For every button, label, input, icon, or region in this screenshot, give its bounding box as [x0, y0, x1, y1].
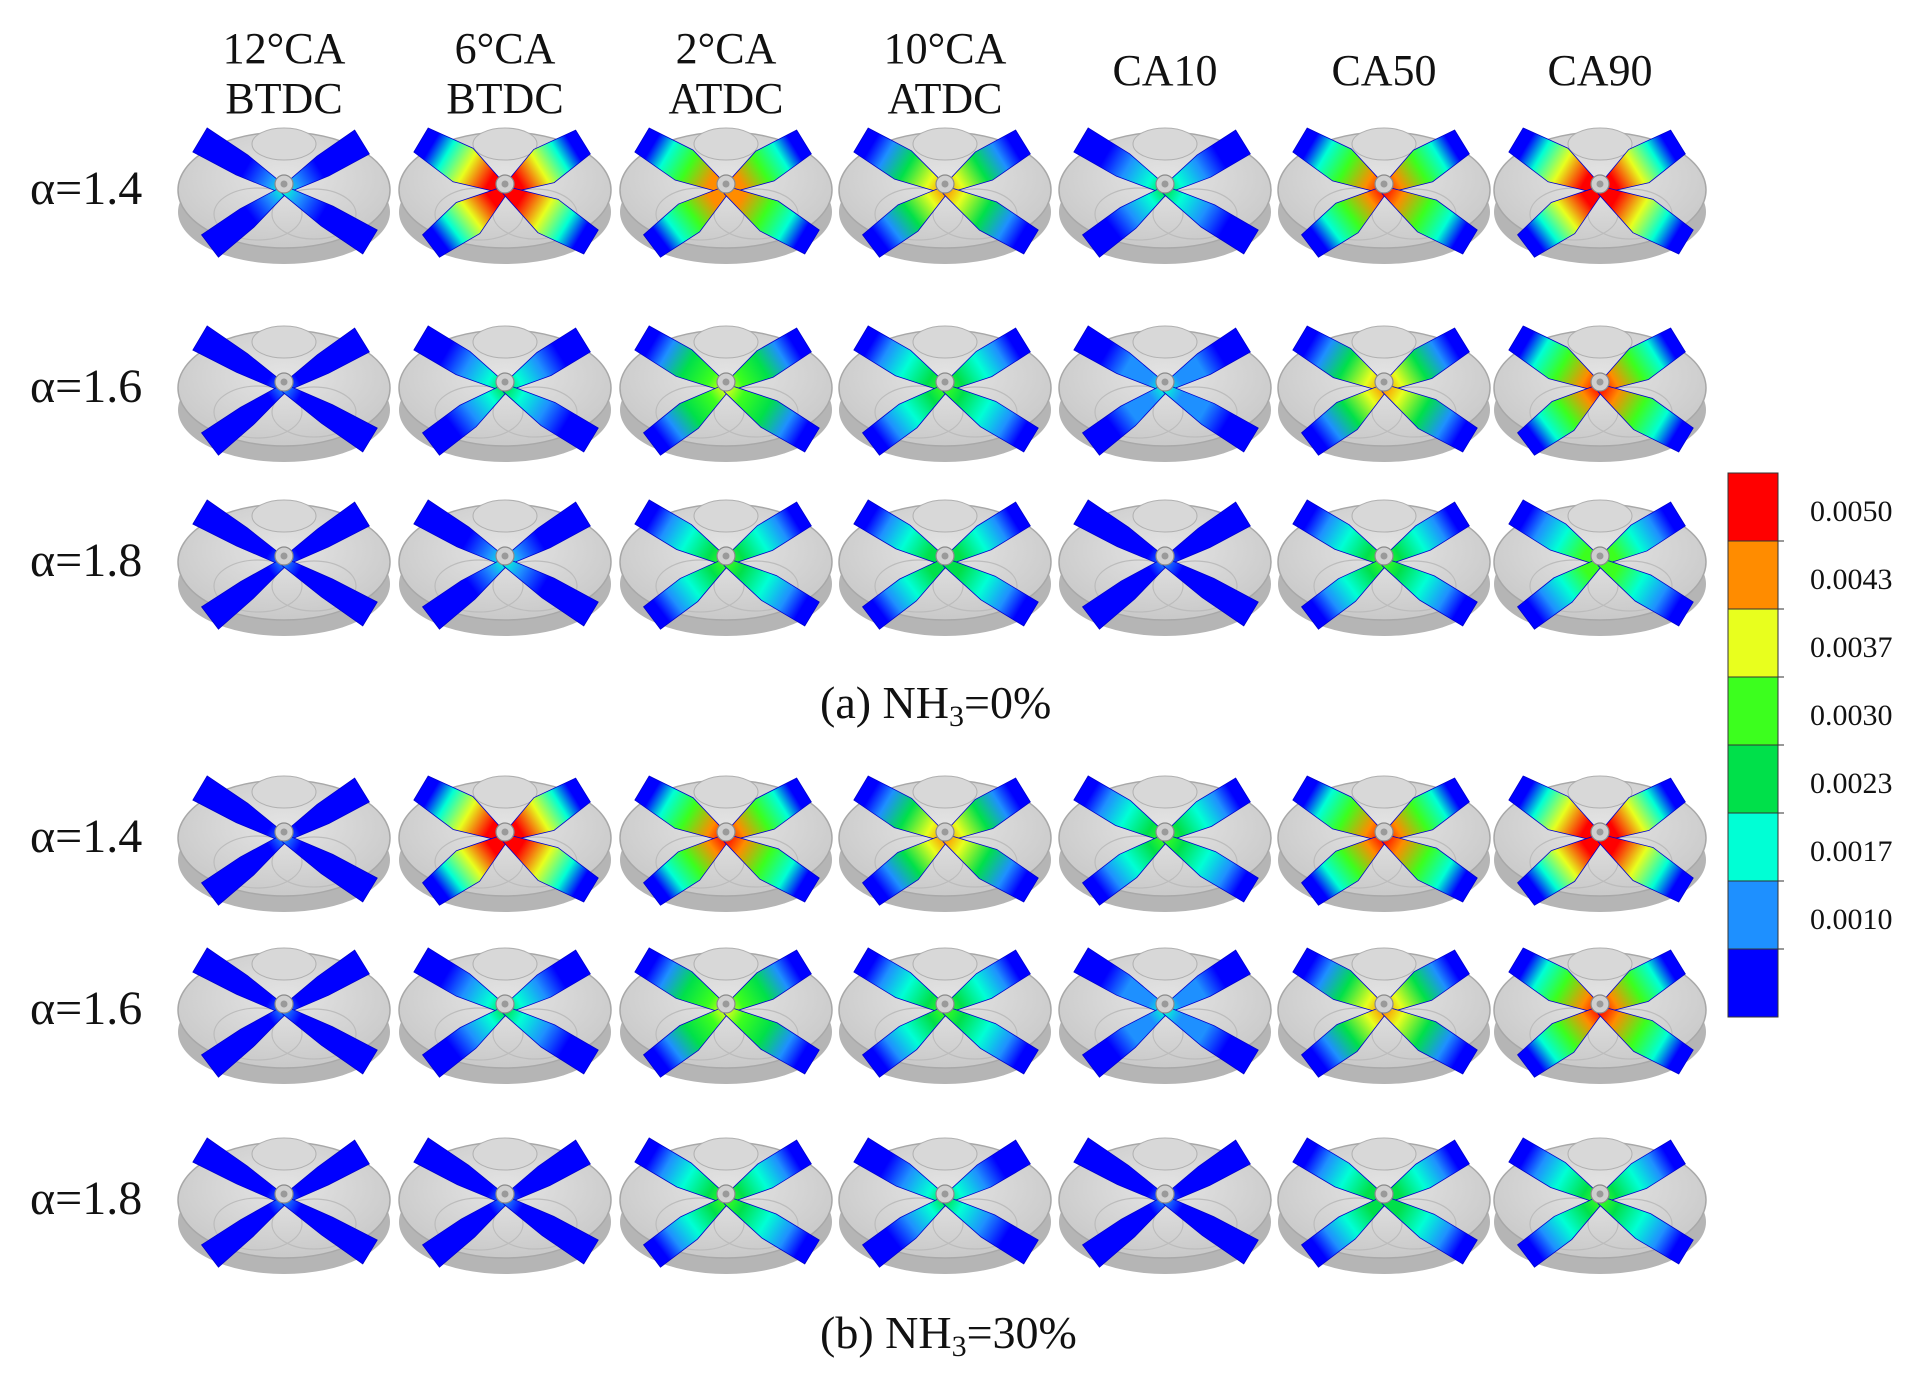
column-header-line2: BTDC	[225, 74, 343, 123]
row-label: α=1.4	[30, 162, 143, 215]
chamber-contour	[1277, 325, 1491, 462]
colorbar-tick-label: 0.0050	[1810, 495, 1893, 528]
chamber-contour	[1493, 1137, 1707, 1274]
chamber-contour	[1058, 499, 1272, 636]
colorbar-tick-label: 0.0030	[1810, 699, 1893, 732]
row-label: α=1.8	[30, 1172, 143, 1225]
chamber-contour	[398, 499, 612, 636]
chamber-contour	[1277, 947, 1491, 1084]
colorbar-block	[1727, 812, 1779, 882]
chamber-contour	[619, 947, 833, 1084]
colorbar	[1727, 472, 1784, 1018]
chamber-contour	[838, 947, 1052, 1084]
row-label: α=1.6	[30, 360, 143, 413]
chamber-contour	[177, 775, 391, 912]
column-header-line1: 12°CA	[222, 24, 346, 73]
column-header-line2: ATDC	[668, 74, 784, 123]
colorbar-block	[1727, 948, 1779, 1018]
chamber-contour	[838, 325, 1052, 462]
column-header-line1: 6°CA	[454, 24, 556, 73]
column-header: 10°CA ATDC	[850, 24, 1040, 124]
chamber-contour	[177, 1137, 391, 1274]
colorbar-tick-label: 0.0017	[1810, 835, 1893, 868]
chamber-contour	[1058, 325, 1272, 462]
chamber-contour	[1493, 947, 1707, 1084]
column-header-line2: BTDC	[446, 74, 564, 123]
chamber-contour	[619, 775, 833, 912]
colorbar-block	[1727, 608, 1779, 678]
chamber-contour	[1058, 127, 1272, 264]
chamber-contour	[398, 127, 612, 264]
chamber-contour	[1277, 127, 1491, 264]
chamber-contour	[1493, 775, 1707, 912]
chamber-contour	[177, 127, 391, 264]
row-label: α=1.6	[30, 982, 143, 1035]
chamber-contour	[398, 1137, 612, 1274]
column-header-line1: CA90	[1547, 46, 1653, 95]
chamber-contour	[1058, 1137, 1272, 1274]
colorbar-tick-label: 0.0010	[1810, 903, 1893, 936]
colorbar-block	[1727, 676, 1779, 746]
colorbar-block	[1727, 540, 1779, 610]
column-header: CA50	[1289, 46, 1479, 96]
chamber-contour	[619, 325, 833, 462]
panel-caption: (a) NH3=0%	[820, 677, 1052, 733]
column-header: 12°CA BTDC	[189, 24, 379, 124]
column-header: 6°CA BTDC	[410, 24, 600, 124]
chamber-contour	[619, 499, 833, 636]
chamber-contour	[1277, 775, 1491, 912]
chamber-contour	[177, 947, 391, 1084]
chamber-contour	[619, 1137, 833, 1274]
column-header-line1: 10°CA	[883, 24, 1007, 73]
chamber-contour	[1277, 499, 1491, 636]
column-header-line1: CA50	[1331, 46, 1437, 95]
chamber-contour	[1493, 499, 1707, 636]
colorbar-block	[1727, 880, 1779, 950]
column-header-line2: ATDC	[887, 74, 1003, 123]
colorbar-tick-label: 0.0037	[1810, 631, 1893, 664]
row-label: α=1.4	[30, 810, 143, 863]
chamber-contour	[838, 1137, 1052, 1274]
chamber-contour	[177, 325, 391, 462]
colorbar-block	[1727, 744, 1779, 814]
colorbar-tick-label: 0.0023	[1810, 767, 1893, 800]
column-header: CA10	[1070, 46, 1260, 96]
chamber-contour	[1277, 1137, 1491, 1274]
chamber-contour	[398, 947, 612, 1084]
chamber-contour	[838, 499, 1052, 636]
chamber-contour	[619, 127, 833, 264]
column-header-line1: 2°CA	[675, 24, 777, 73]
colorbar-tick-label: 0.0043	[1810, 563, 1893, 596]
chamber-contour	[1493, 127, 1707, 264]
column-header-line1: CA10	[1112, 46, 1218, 95]
chamber-contour	[398, 775, 612, 912]
colorbar-block	[1727, 472, 1779, 542]
chamber-contour	[838, 775, 1052, 912]
chamber-contour	[1493, 325, 1707, 462]
chamber-contour	[398, 325, 612, 462]
row-label: α=1.8	[30, 534, 143, 587]
column-header: CA90	[1505, 46, 1695, 96]
chamber-contour	[177, 499, 391, 636]
chamber-contour	[1058, 947, 1272, 1084]
panel-caption: (b) NH3=30%	[820, 1307, 1077, 1363]
chamber-contour	[838, 127, 1052, 264]
chamber-contour	[1058, 775, 1272, 912]
column-header: 2°CA ATDC	[631, 24, 821, 124]
